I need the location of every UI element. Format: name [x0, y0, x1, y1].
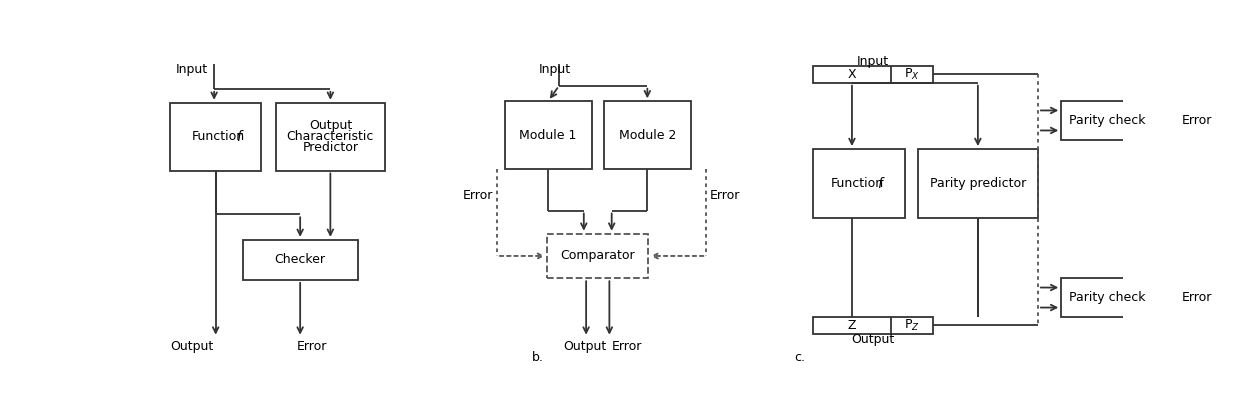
Text: Error: Error — [1182, 291, 1213, 304]
Text: Error: Error — [710, 189, 740, 202]
Text: Module 1: Module 1 — [519, 129, 577, 142]
Text: Function: Function — [192, 130, 245, 143]
Text: $f$: $f$ — [236, 129, 245, 144]
Text: Input: Input — [539, 63, 572, 76]
Text: Output: Output — [308, 119, 352, 132]
Text: Error: Error — [1182, 114, 1213, 127]
Bar — [276, 103, 384, 171]
Text: Output: Output — [563, 340, 607, 353]
Text: Output: Output — [170, 340, 213, 353]
Text: Function: Function — [830, 177, 884, 190]
Bar — [1061, 278, 1153, 317]
Text: Predictor: Predictor — [302, 141, 358, 154]
Bar — [243, 240, 357, 280]
Text: P$_X$: P$_X$ — [904, 67, 920, 82]
Text: X: X — [847, 68, 856, 81]
Text: Characteristic: Characteristic — [287, 130, 374, 143]
Bar — [548, 234, 648, 278]
Text: c.: c. — [794, 351, 805, 364]
Text: Parity check: Parity check — [1068, 114, 1146, 127]
Text: Module 2: Module 2 — [619, 129, 676, 142]
Text: Error: Error — [612, 340, 641, 353]
Text: Comparator: Comparator — [560, 249, 635, 263]
Text: Checker: Checker — [275, 253, 326, 266]
Text: Z: Z — [847, 319, 856, 332]
Text: Error: Error — [463, 189, 493, 202]
Bar — [504, 101, 592, 169]
Bar — [814, 317, 934, 334]
Text: Parity check: Parity check — [1068, 291, 1146, 304]
Text: Output: Output — [851, 333, 895, 346]
Bar — [604, 101, 690, 169]
Bar — [1061, 101, 1153, 140]
Text: P$_Z$: P$_Z$ — [904, 318, 920, 333]
Text: b.: b. — [532, 351, 544, 364]
Text: $f$: $f$ — [877, 176, 885, 191]
Text: Input: Input — [857, 55, 890, 68]
Text: Parity predictor: Parity predictor — [930, 177, 1026, 190]
Bar — [170, 103, 261, 171]
Bar — [814, 149, 905, 218]
Bar — [814, 66, 934, 83]
Text: Input: Input — [176, 63, 207, 76]
Text: Error: Error — [296, 340, 327, 353]
Bar — [917, 149, 1038, 218]
